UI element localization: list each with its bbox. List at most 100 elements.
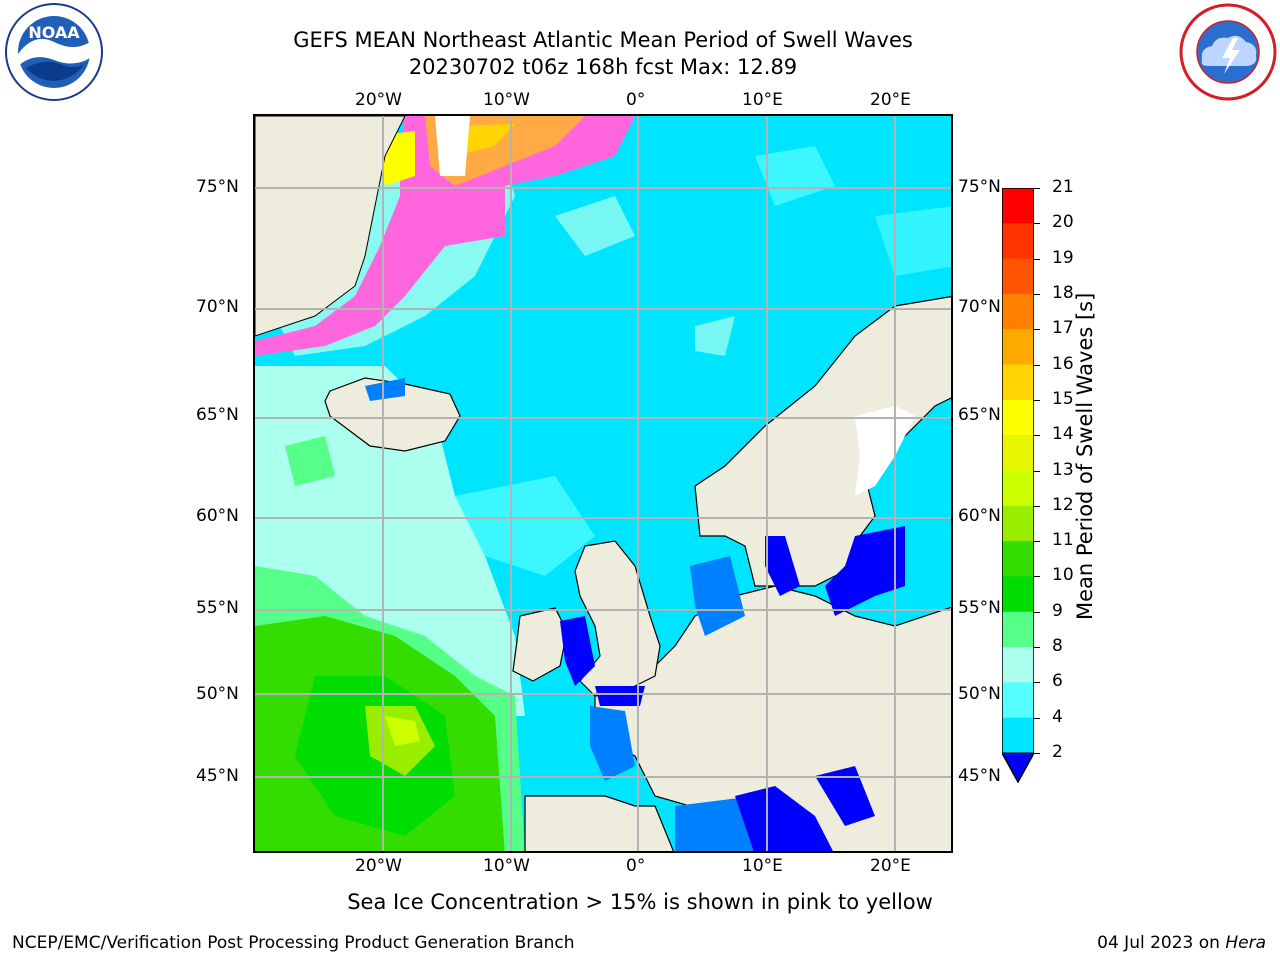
white-inland-area — [855, 406, 915, 496]
colorbar-segment — [1002, 647, 1034, 683]
colorbar-tick-mark — [1034, 223, 1040, 225]
lat-label-right-50n: 50°N — [958, 684, 1001, 704]
colorbar-tick-label: 8 — [1052, 636, 1063, 657]
colorbar-segment — [1002, 399, 1034, 436]
lat-label-left-45n: 45°N — [196, 766, 239, 786]
colorbar-segment — [1002, 435, 1034, 471]
colorbar-tick-mark — [1034, 717, 1040, 719]
noaa-logo: NOAA — [4, 2, 104, 102]
lon-label-top-0: 0° — [626, 90, 646, 110]
swell-9-11s-zone — [255, 436, 525, 851]
colorbar-tick-label: 9 — [1052, 600, 1063, 621]
colorbar-tick-label: 17 — [1052, 318, 1074, 339]
nws-logo — [1178, 2, 1278, 102]
colorbar-segment — [1002, 576, 1034, 613]
colorbar-tick-label: 14 — [1052, 424, 1074, 445]
swell-below-2s-regions — [560, 526, 905, 851]
colorbar-segment — [1002, 258, 1034, 295]
colorbar-extend-triangle — [1001, 752, 1035, 784]
colorbar-tick-mark — [1034, 399, 1040, 401]
lat-label-left-55n: 55°N — [196, 598, 239, 618]
colorbar-segment — [1002, 541, 1034, 577]
lon-label-top-10w: 10°W — [483, 90, 530, 110]
colorbar-tick-label: 11 — [1052, 530, 1074, 551]
colorbar-tick-mark — [1034, 470, 1040, 472]
ireland-land — [512, 607, 568, 682]
greenland-land — [255, 116, 406, 337]
lat-label-right-45n: 45°N — [958, 766, 1001, 786]
date-text: 04 Jul 2023 on — [1097, 933, 1226, 953]
lat-label-right-65n: 65°N — [958, 405, 1001, 425]
credit-text: NCEP/EMC/Verification Post Processing Pr… — [12, 933, 575, 953]
lat-label-right-70n: 70°N — [958, 297, 1001, 317]
colorbar-tick-label: 18 — [1052, 282, 1074, 303]
sea-ice-note: Sea Ice Concentration > 15% is shown in … — [347, 890, 933, 914]
lon-label-bottom-20e: 20°E — [870, 856, 911, 876]
svg-text:NOAA: NOAA — [28, 23, 80, 42]
colorbar-segment — [1002, 505, 1034, 542]
lon-label-top-20e: 20°E — [870, 90, 911, 110]
lon-label-top-20w: 20°W — [355, 90, 402, 110]
chart-subtitle: 20230702 t06z 168h fcst Max: 12.89 — [408, 55, 798, 79]
date-stamp: 04 Jul 2023 on Hera — [1097, 933, 1266, 953]
lat-label-right-55n: 55°N — [958, 598, 1001, 618]
colorbar-tick-mark — [1034, 541, 1040, 543]
lat-label-left-50n: 50°N — [196, 684, 239, 704]
colorbar-segment — [1002, 470, 1034, 507]
colorbar-tick-mark — [1034, 647, 1040, 649]
colorbar-tick-label: 4 — [1052, 706, 1063, 727]
lon-label-top-10e: 10°E — [742, 90, 783, 110]
colorbar-tick-mark — [1034, 611, 1040, 613]
lon-label-bottom-0: 0° — [626, 856, 646, 876]
chart-title: GEFS MEAN Northeast Atlantic Mean Period… — [293, 28, 913, 52]
colorbar-tick-mark — [1034, 258, 1040, 260]
colorbar-segment — [1002, 293, 1034, 330]
lat-label-left-60n: 60°N — [196, 506, 239, 526]
colorbar-tick-label: 19 — [1052, 247, 1074, 268]
colorbar — [1001, 187, 1035, 784]
lon-label-bottom-10e: 10°E — [742, 856, 783, 876]
colorbar-segment — [1002, 364, 1034, 401]
colorbar-frame — [1001, 187, 1035, 784]
colorbar-tick-mark — [1034, 188, 1040, 189]
colorbar-segment — [1002, 682, 1034, 719]
colorbar-segment — [1002, 329, 1034, 366]
lat-label-left-70n: 70°N — [196, 297, 239, 317]
colorbar-tick-mark — [1034, 364, 1040, 366]
lat-label-right-60n: 60°N — [958, 506, 1001, 526]
colorbar-tick-label: 2 — [1052, 742, 1063, 762]
colorbar-tick-label: 12 — [1052, 494, 1074, 515]
colorbar-tick-mark — [1034, 753, 1040, 754]
map-svg — [255, 116, 951, 851]
colorbar-segment — [1002, 223, 1034, 260]
colorbar-tick-label: 10 — [1052, 565, 1074, 586]
colorbar-segment — [1002, 717, 1034, 754]
colorbar-segment — [1002, 188, 1034, 224]
colorbar-tick-mark — [1034, 293, 1040, 295]
map-panel — [253, 114, 953, 853]
colorbar-tick-label: 16 — [1052, 353, 1074, 374]
lat-label-left-75n: 75°N — [196, 177, 239, 197]
colorbar-tick-mark — [1034, 576, 1040, 578]
lat-label-left-65n: 65°N — [196, 405, 239, 425]
machine-name: Hera — [1225, 933, 1266, 953]
lat-label-right-75n: 75°N — [958, 177, 1001, 197]
colorbar-segment — [1002, 611, 1034, 648]
colorbar-tick-mark — [1034, 435, 1040, 437]
colorbar-tick-mark — [1034, 329, 1040, 331]
colorbar-tick-mark — [1034, 682, 1040, 684]
colorbar-tick-label: 15 — [1052, 388, 1074, 409]
lon-label-bottom-10w: 10°W — [483, 856, 530, 876]
colorbar-label: Mean Period of Swell Waves [s] — [1073, 292, 1097, 620]
iberia-land — [524, 795, 675, 851]
colorbar-tick-label: 6 — [1052, 671, 1063, 692]
colorbar-tick-label: 20 — [1052, 212, 1074, 233]
iceland-low-swell — [365, 378, 405, 401]
lon-label-bottom-20w: 20°W — [355, 856, 402, 876]
colorbar-tick-label: 13 — [1052, 459, 1074, 480]
graticule — [255, 116, 951, 851]
colorbar-tick-label: 21 — [1052, 177, 1074, 197]
sea-ice-area — [255, 116, 635, 356]
colorbar-svg — [1001, 187, 1035, 784]
colorbar-tick-mark — [1034, 505, 1040, 507]
